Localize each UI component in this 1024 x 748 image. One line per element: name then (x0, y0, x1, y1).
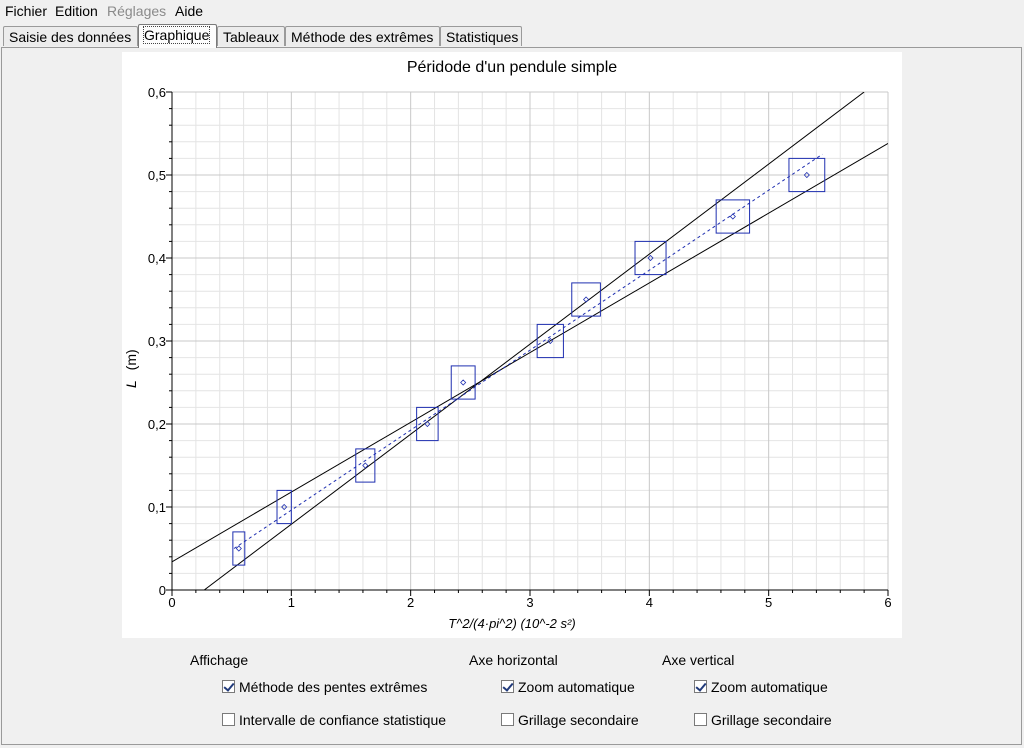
menu-reglages[interactable]: Réglages (107, 3, 167, 19)
major-grid (171, 91, 889, 591)
x-tick-label: 1 (288, 595, 295, 610)
y-tick-label: 0,5 (148, 168, 166, 183)
data-point (362, 462, 369, 469)
axe-vertical-header: Axe vertical (662, 652, 735, 668)
uncertainty-box (571, 282, 601, 317)
data-point (547, 337, 554, 345)
x-axis-label: T^2/(4·pi^2) (10^-2 s²) (448, 616, 575, 631)
uncertainty-box (536, 323, 564, 359)
tab-statistiques[interactable]: Statistiques (440, 26, 522, 46)
uncertainty-box (232, 531, 246, 566)
data-points (232, 157, 826, 566)
chart-title: Péridode d'un pendule simple (407, 59, 617, 76)
x-tick-label: 6 (884, 595, 891, 610)
tab-strip: Saisie des données Graphique Tableaux Mé… (0, 24, 1024, 48)
confidence-checkbox[interactable] (222, 713, 235, 726)
y-tick-label: 0,2 (148, 417, 166, 432)
y-axis-label-unit: (m) (123, 349, 139, 370)
data-point (647, 254, 654, 262)
chart: 0 1 2 3 4 5 6 0 0,1 0,2 0,3 0,4 0,5 0,6 Péridode d'un… (123, 59, 892, 631)
x-grid-label[interactable]: Grillage secondaire (518, 712, 639, 728)
tab-methode-des-extremes[interactable]: Méthode des extrêmes (285, 26, 440, 46)
uncertainty-box (416, 406, 439, 442)
x-zoom-checkbox[interactable] (501, 680, 514, 693)
menu-edition[interactable]: Edition (55, 3, 98, 19)
y-zoom-label[interactable]: Zoom automatique (711, 679, 828, 695)
uncertainty-box (788, 157, 826, 193)
y-tick-label: 0,4 (148, 251, 166, 266)
uncertainty-box (355, 448, 376, 483)
menu-bar: Fichier Edition Réglages Aide (0, 0, 1024, 22)
slopes-checkbox[interactable] (222, 680, 235, 693)
data-point (803, 171, 810, 179)
data-point (583, 296, 590, 303)
y-tick-label: 0,6 (148, 85, 166, 100)
y-axis-label: L (m) (123, 349, 139, 388)
axe-horizontal-header: Axe horizontal (469, 652, 558, 668)
data-point (424, 420, 431, 428)
data-point (729, 213, 736, 220)
uncertainty-box (634, 240, 667, 276)
uncertainty-box (276, 489, 292, 525)
y-axis-label-var: L (123, 380, 139, 388)
axes: 0 1 2 3 4 5 6 0 0,1 0,2 0,3 0,4 0,5 0,6 (148, 85, 892, 610)
tab-tableaux[interactable]: Tableaux (217, 26, 285, 46)
slopes-label[interactable]: Méthode des pentes extrêmes (239, 679, 428, 695)
x-tick-label: 5 (765, 595, 772, 610)
x-tick-label: 0 (168, 595, 175, 610)
y-tick-label: 0,1 (148, 500, 166, 515)
y-tick-label: 0 (159, 583, 166, 598)
confidence-label[interactable]: Intervalle de confiance statistique (239, 712, 447, 728)
chart-area: 0 1 2 3 4 5 6 0 0,1 0,2 0,3 0,4 0,5 0,6 Péridode d'un… (122, 52, 902, 638)
tab-saisie-des-donnees[interactable]: Saisie des données (3, 26, 138, 46)
y-tick-label: 0,3 (148, 334, 166, 349)
x-tick-label: 3 (526, 595, 533, 610)
x-tick-label: 2 (407, 595, 414, 610)
menu-aide[interactable]: Aide (175, 3, 204, 19)
affichage-header: Affichage (190, 652, 249, 668)
data-point (281, 503, 288, 511)
x-tick-label: 4 (646, 595, 653, 610)
data-point (235, 545, 242, 552)
data-point (460, 379, 467, 386)
tab-graphique[interactable]: Graphique (138, 24, 217, 48)
x-grid-checkbox[interactable] (501, 713, 514, 726)
fit-line (233, 153, 823, 549)
svg-text:L (m): L (m) (123, 349, 139, 388)
y-grid-checkbox[interactable] (694, 713, 707, 726)
extreme-slope-line (203, 92, 865, 590)
uncertainty-box (715, 199, 751, 234)
x-zoom-label[interactable]: Zoom automatique (518, 679, 635, 695)
y-grid-label[interactable]: Grillage secondaire (711, 712, 832, 728)
y-zoom-checkbox[interactable] (694, 680, 707, 693)
menu-fichier[interactable]: Fichier (5, 3, 48, 19)
uncertainty-box (450, 365, 476, 400)
